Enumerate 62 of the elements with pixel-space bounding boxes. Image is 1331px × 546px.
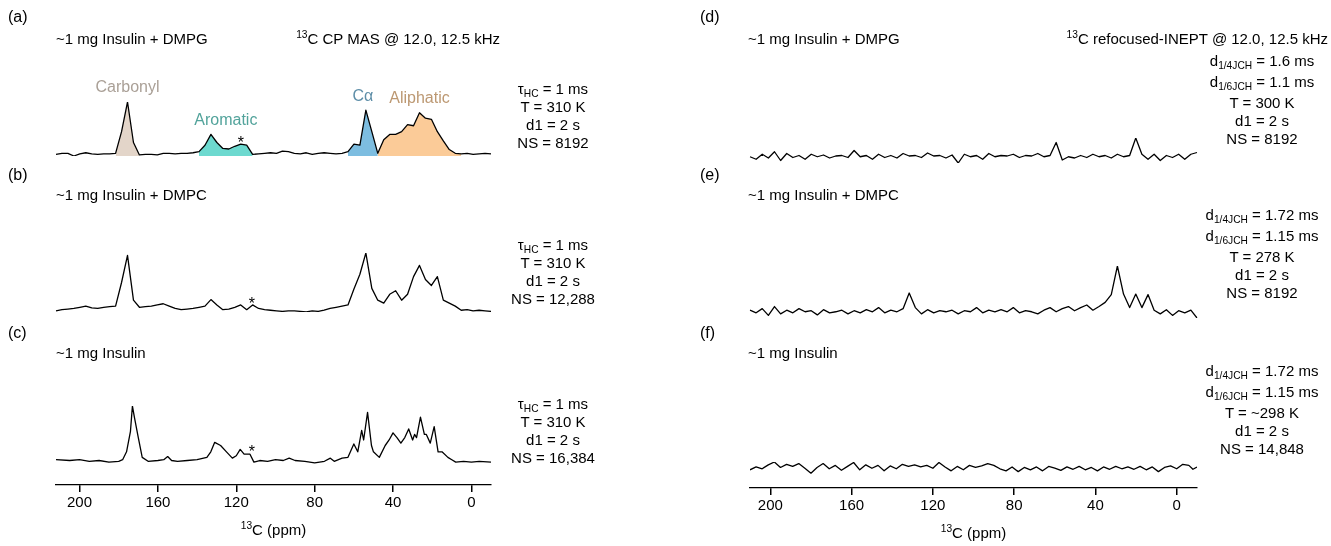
text: d1 = 2 s (1234, 422, 1290, 440)
text: d$_{1/4J}$$_{CH}$ = 1.72 ms (1205, 362, 1319, 383)
text: d1 = 2 s (1234, 112, 1290, 130)
text: τ$_{HC}$ = 1 ms (516, 395, 590, 415)
text: NS = 12,288 (511, 290, 595, 308)
x-tick-label: 40 (384, 493, 402, 511)
text: NS = 14,848 (1219, 440, 1305, 458)
text: (d) (700, 8, 720, 26)
chart-subtitle: $^{13}$C refocused-INEPT @ 12.0, 12.5 kHz (1066, 29, 1328, 48)
text: T = 300 K (1228, 94, 1296, 112)
text: (c) (8, 324, 27, 342)
chart-subtitle: $^{13}$C CP MAS @ 12.0, 12.5 kHz (296, 29, 500, 48)
text: d1 = 2 s (525, 272, 581, 290)
text: (b) (8, 166, 28, 184)
x-tick-label: 0 (1172, 496, 1181, 514)
x-tick-label: 80 (1005, 496, 1023, 514)
chart-title: ~1 mg Insulin + DMPG (56, 30, 208, 48)
x-axis-title: $^{13}$C (ppm) (240, 520, 307, 539)
chart-title: ~1 mg Insulin + DMPC (748, 186, 899, 204)
text: d$_{1/6J}$$_{CH}$ = 1.15 ms (1205, 227, 1319, 248)
chart-title: ~1 mg Insulin + DMPC (56, 186, 207, 204)
text: NS = 16,384 (511, 449, 595, 467)
text: (a) (8, 8, 28, 26)
text: T = 310 K (519, 98, 587, 116)
x-tick-label: 120 (223, 493, 249, 511)
chart-title: ~1 mg Insulin (748, 344, 838, 362)
series-label: Carbonyl (95, 78, 160, 96)
text: τ$_{HC}$ = 1 ms (517, 80, 589, 100)
text: NS = 8192 (517, 134, 589, 152)
text: d$_{1/6J}$$_{CH}$ = 1.1 ms (1209, 73, 1315, 94)
text: d1 = 2 s (525, 431, 581, 449)
annotation: * (248, 443, 256, 461)
text: τ$_{HC}$ = 1 ms (516, 236, 590, 256)
chart-title: ~1 mg Insulin (56, 344, 146, 362)
text: d1 = 2 s (525, 116, 581, 134)
text: d$_{1/6J}$$_{CH}$ = 1.15 ms (1205, 383, 1319, 404)
text: NS = 8192 (1225, 284, 1299, 302)
x-tick-label: 0 (467, 493, 476, 511)
text: d1 = 2 s (1234, 266, 1290, 284)
annotation: * (237, 134, 244, 152)
series-label: Cα (352, 86, 374, 104)
x-tick-label: 200 (67, 493, 93, 511)
x-tick-label: 200 (757, 496, 783, 514)
text: NS = 8192 (1225, 130, 1299, 148)
text: d$_{1/4J}$$_{CH}$ = 1.72 ms (1205, 206, 1319, 227)
text: (e) (700, 166, 720, 184)
series-label: Aromatic (194, 110, 258, 128)
x-tick-label: 80 (306, 493, 323, 511)
x-tick-label: 120 (920, 496, 946, 514)
x-axis-title: $^{13}$C (ppm) (940, 523, 1007, 542)
x-tick-label: 160 (145, 493, 171, 511)
annotation: * (248, 294, 255, 312)
text: T = 310 K (519, 413, 587, 431)
x-tick-label: 160 (839, 496, 865, 514)
text: (f) (700, 324, 716, 342)
chart-title: ~1 mg Insulin + DMPG (748, 30, 900, 48)
text: d$_{1/4J}$$_{CH}$ = 1.6 ms (1209, 52, 1315, 73)
x-tick-label: 40 (1087, 496, 1104, 514)
series-label: Aliphatic (389, 89, 450, 107)
text: T = 278 K (1228, 248, 1296, 266)
text: T = 310 K (519, 254, 587, 272)
text: T = ~298 K (1224, 404, 1300, 422)
